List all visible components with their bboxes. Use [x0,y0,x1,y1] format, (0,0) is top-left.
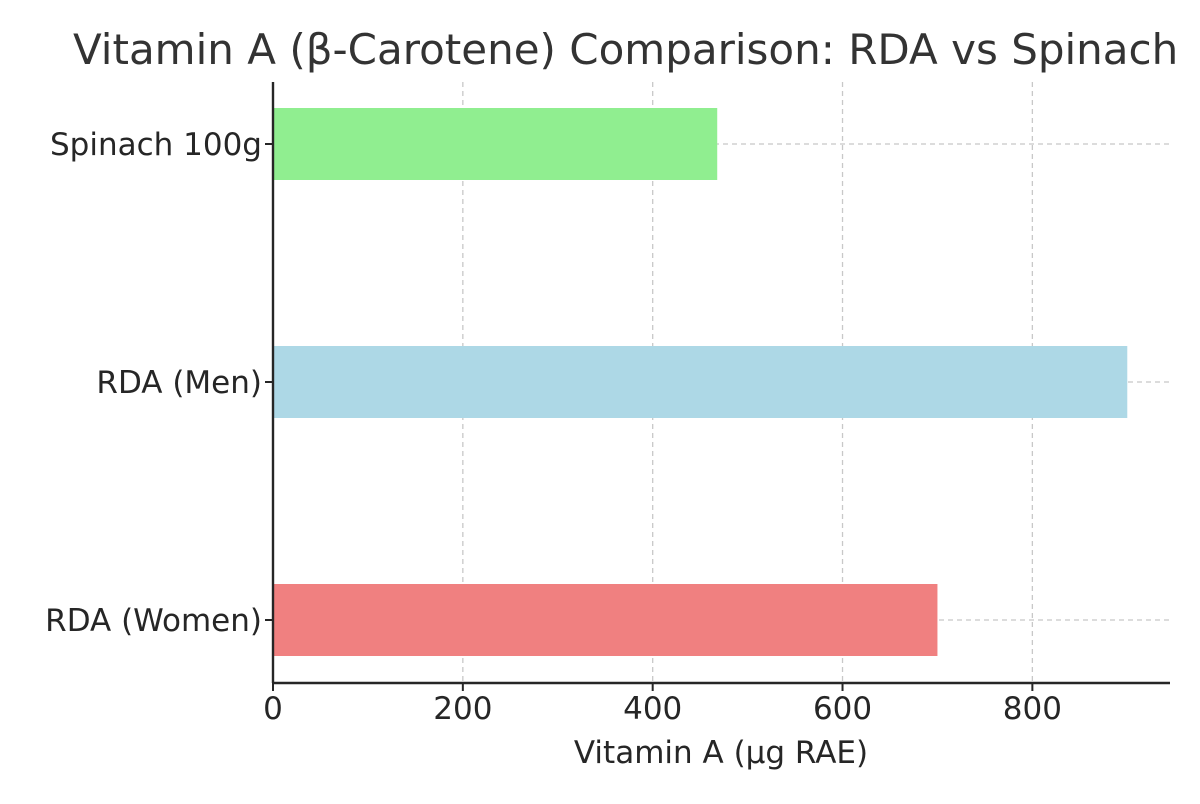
x-tick-label: 200 [433,691,492,727]
x-tick-label: 800 [1003,691,1062,727]
label-layer: 0 200 400 600 800 RDA (Women) RDA (Men) Spinach… [45,127,1062,727]
x-tick-label: 600 [813,691,872,727]
y-tick-label: Spinach 100g [50,127,262,163]
x-axis-label: Vitamin A (µg RAE) [574,735,868,771]
bar [273,584,938,656]
chart-title: Vitamin A (β-Carotene) Comparison: RDA v… [73,25,1178,74]
x-tick-label: 0 [263,691,283,727]
axis-layer [265,82,1170,691]
bar [273,346,1128,418]
bar-layer [273,108,1128,656]
x-tick-label: 400 [623,691,682,727]
y-tick-label: RDA (Men) [96,365,262,401]
bar [273,108,718,180]
y-tick-label: RDA (Women) [45,603,262,639]
